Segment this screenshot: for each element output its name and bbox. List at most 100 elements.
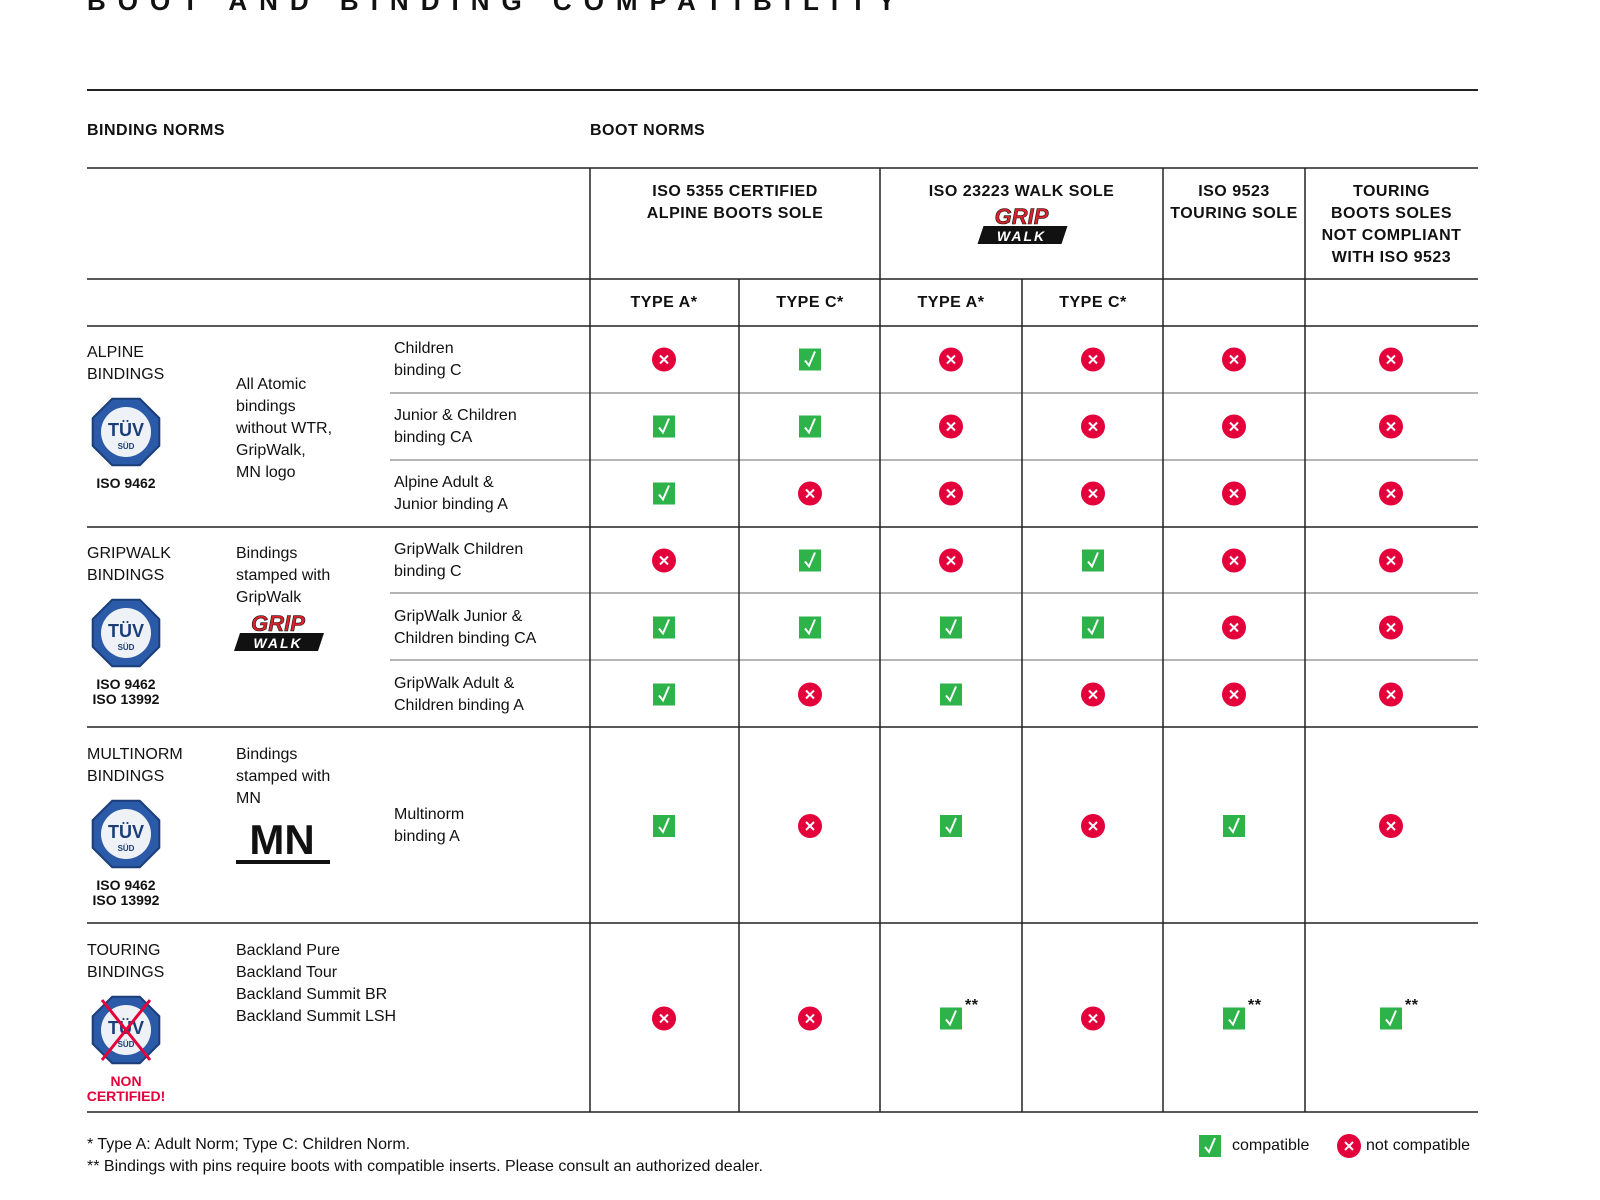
not-compatible-icon [1222, 481, 1246, 506]
icon-check [945, 817, 957, 834]
type-header: TYPE C* [776, 294, 844, 311]
title: BOOT AND BINDING COMPATIBILITY [87, 0, 908, 16]
gripwalk-logo: GRIPWALK [234, 611, 324, 651]
compatible-icon [1223, 815, 1245, 837]
icon-x [1386, 622, 1396, 633]
not-compatible-icon [1379, 414, 1403, 439]
icon-x [1088, 488, 1098, 499]
section-header: BINDING NORMS [87, 122, 226, 139]
compatible-icon [940, 1007, 962, 1030]
not-compatible-icon [939, 414, 963, 439]
logo-band [977, 226, 1068, 244]
icon-box [799, 415, 821, 438]
icon-box [799, 616, 821, 639]
group-name: ALPINE BINDINGS [87, 344, 165, 383]
compatible-icon [940, 815, 962, 837]
column-header: TOURING BOOTS SOLES NOT COMPLIANT WITH I… [1321, 183, 1462, 266]
footnote: ** Bindings with pins require boots with… [87, 1158, 763, 1175]
badge-text: SÜD [118, 643, 135, 652]
logo-text: WALK [253, 635, 302, 651]
badge-disc [101, 608, 151, 658]
iso-label: NON CERTIFIED! [86, 1073, 166, 1104]
not-compatible-icon [939, 347, 963, 372]
icon-check [1204, 1137, 1216, 1154]
compatible-icon [653, 415, 675, 438]
not-compatible-icon [652, 347, 676, 372]
badge-cross [100, 999, 152, 1061]
binding-name: Children binding C [394, 339, 462, 379]
iso-label: ISO 9462 [96, 475, 156, 491]
logo-text: GRIP [995, 204, 1049, 229]
not-compatible-icon [798, 1006, 822, 1031]
icon-x [946, 488, 956, 499]
icon-x [946, 555, 956, 566]
icon-x [946, 421, 956, 432]
group-name: MULTINORM BINDINGS [87, 746, 183, 785]
group-description: All Atomic bindings without WTR, GripWal… [236, 376, 333, 481]
group-name: TOURING BINDINGS [87, 942, 165, 981]
icon-box [653, 482, 675, 505]
column-header: ISO 9523 TOURING SOLE [1170, 183, 1298, 222]
binding-name: GripWalk Junior & Children binding CA [394, 607, 537, 647]
icon-box [1223, 1007, 1245, 1030]
icon-box [653, 815, 675, 837]
type-header: TYPE A* [917, 294, 985, 311]
icon-check [945, 619, 957, 636]
badge-text: TÜV [108, 621, 144, 641]
binding-name: Alpine Adult & Junior binding A [394, 473, 508, 513]
icon-check [1228, 817, 1240, 834]
icon-x [1088, 1013, 1098, 1024]
icon-x [1229, 622, 1239, 633]
cell-note: ** [1405, 996, 1419, 1014]
icon-box [1223, 815, 1245, 837]
not-compatible-icon [1081, 682, 1105, 707]
not-compatible-icon [1379, 814, 1403, 838]
icon-check [658, 817, 670, 834]
icon-x [1386, 689, 1396, 700]
badge-disc [101, 809, 151, 859]
cell-note: ** [1248, 996, 1262, 1014]
not-compatible-icon [1337, 1134, 1361, 1158]
not-compatible-icon [1081, 347, 1105, 372]
compatible-icon [653, 815, 675, 837]
icon-x [1386, 555, 1396, 566]
binding-name: Junior & Children binding CA [394, 406, 517, 446]
column-header: ISO 5355 CERTIFIED ALPINE BOOTS SOLE [646, 183, 824, 222]
icon-box [799, 348, 821, 371]
compatible-icon [940, 616, 962, 639]
group-description: Backland Pure Backland Tour Backland Sum… [236, 942, 397, 1025]
icon-box [1082, 549, 1104, 572]
compatible-icon [1082, 616, 1104, 639]
icon-x [805, 689, 815, 700]
icon-check [1228, 1010, 1240, 1027]
type-header: TYPE A* [630, 294, 698, 311]
icon-box [653, 683, 675, 706]
icon-check [804, 418, 816, 435]
binding-name: Multinorm binding A [394, 806, 465, 845]
not-compatible-icon [1222, 414, 1246, 439]
compatible-icon [653, 482, 675, 505]
logo-text: WALK [997, 228, 1046, 244]
icon-x [659, 1013, 669, 1024]
legend-label: not compatible [1366, 1137, 1471, 1154]
icon-check [658, 686, 670, 703]
icon-x [659, 555, 669, 566]
icon-check [658, 619, 670, 636]
mn-bar [236, 860, 330, 864]
icon-x [805, 821, 815, 831]
binding-name: GripWalk Adult & Children binding A [394, 674, 524, 714]
icon-x [946, 354, 956, 365]
icon-check [658, 418, 670, 435]
icon-box [940, 815, 962, 837]
footnote: * Type A: Adult Norm; Type C: Children N… [87, 1136, 411, 1153]
not-compatible-icon [1222, 682, 1246, 707]
mn-logo: MN [249, 816, 314, 863]
iso-label: ISO 9462 ISO 13992 [92, 877, 160, 908]
tuv-badge: TÜV SÜD [91, 598, 161, 668]
icon-box [1380, 1007, 1402, 1030]
icon-x [1386, 354, 1396, 365]
compatible-icon [799, 348, 821, 371]
